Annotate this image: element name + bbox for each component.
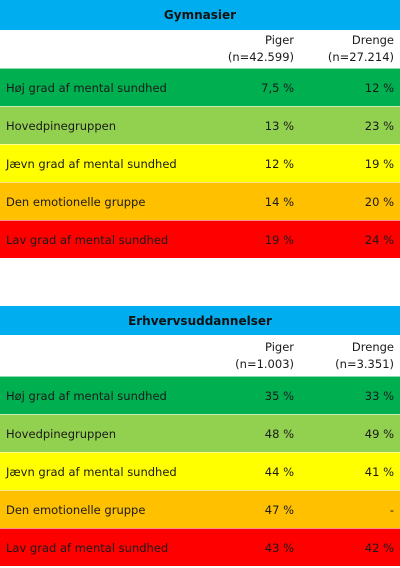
row-label: Lav grad af mental sundhed [6, 232, 169, 247]
header-drenge-n: (n=27.214) [327, 50, 394, 64]
row-drenge-value: - [389, 502, 394, 517]
header-drenge-label: Drenge [351, 33, 394, 47]
row-label: Den emotionelle gruppe [6, 194, 146, 209]
row-piger-value: 14 % [264, 194, 294, 209]
table-title: Gymnasier [0, 0, 400, 30]
header-piger: Piger (n=42.599) [200, 30, 300, 68]
gymnasier-table: Gymnasier Piger (n=42.599) Drenge (n=27.… [0, 0, 400, 258]
header-drenge-n: (n=3.351) [335, 357, 394, 371]
row-drenge-value: 33 % [364, 388, 394, 403]
erhvervsuddannelser-table: Erhvervsuddannelser Piger (n=1.003) Dren… [0, 306, 400, 566]
table-title: Erhvervsuddannelser [0, 306, 400, 335]
row-label: Hovedpinegruppen [6, 118, 117, 133]
table-row: Hovedpinegruppen 48 % 49 % [0, 414, 400, 452]
header-piger-n: (n=42.599) [227, 50, 294, 64]
row-label: Jævn grad af mental sundhed [6, 464, 177, 479]
row-drenge-value: 24 % [364, 232, 394, 247]
table-row: Den emotionelle gruppe 47 % - [0, 490, 400, 528]
row-piger-value: 35 % [264, 388, 294, 403]
row-drenge-value: 19 % [364, 156, 394, 171]
table-header: Piger (n=1.003) Drenge (n=3.351) [0, 335, 400, 376]
row-piger-value: 48 % [264, 426, 294, 441]
row-drenge-value: 42 % [364, 540, 394, 555]
row-piger-value: 47 % [264, 502, 294, 517]
row-label: Hovedpinegruppen [6, 426, 117, 441]
table-row: Høj grad af mental sundhed 7,5 % 12 % [0, 68, 400, 106]
header-piger-label: Piger [265, 340, 294, 354]
header-drenge: Drenge (n=27.214) [300, 30, 400, 68]
row-piger-value: 12 % [264, 156, 294, 171]
header-piger: Piger (n=1.003) [200, 335, 300, 376]
header-drenge: Drenge (n=3.351) [300, 335, 400, 376]
table-row: Lav grad af mental sundhed 43 % 42 % [0, 528, 400, 566]
row-label: Høj grad af mental sundhed [6, 80, 167, 95]
row-drenge-value: 41 % [364, 464, 394, 479]
header-piger-n: (n=1.003) [235, 357, 294, 371]
row-label: Den emotionelle gruppe [6, 502, 146, 517]
header-spacer [0, 30, 200, 68]
row-drenge-value: 49 % [364, 426, 394, 441]
row-piger-value: 13 % [264, 118, 294, 133]
row-piger-value: 43 % [264, 540, 294, 555]
row-label: Lav grad af mental sundhed [6, 540, 169, 555]
header-spacer [0, 335, 200, 376]
table-row: Lav grad af mental sundhed 19 % 24 % [0, 220, 400, 258]
row-drenge-value: 23 % [364, 118, 394, 133]
table-row: Jævn grad af mental sundhed 12 % 19 % [0, 144, 400, 182]
table-row: Den emotionelle gruppe 14 % 20 % [0, 182, 400, 220]
row-label: Jævn grad af mental sundhed [6, 156, 177, 171]
header-drenge-label: Drenge [351, 340, 394, 354]
row-drenge-value: 12 % [364, 80, 394, 95]
header-piger-label: Piger [265, 33, 294, 47]
row-drenge-value: 20 % [364, 194, 394, 209]
table-row: Høj grad af mental sundhed 35 % 33 % [0, 376, 400, 414]
row-piger-value: 19 % [264, 232, 294, 247]
row-piger-value: 7,5 % [261, 80, 294, 95]
table-row: Jævn grad af mental sundhed 44 % 41 % [0, 452, 400, 490]
table-header: Piger (n=42.599) Drenge (n=27.214) [0, 30, 400, 68]
row-piger-value: 44 % [264, 464, 294, 479]
row-label: Høj grad af mental sundhed [6, 388, 167, 403]
table-row: Hovedpinegruppen 13 % 23 % [0, 106, 400, 144]
